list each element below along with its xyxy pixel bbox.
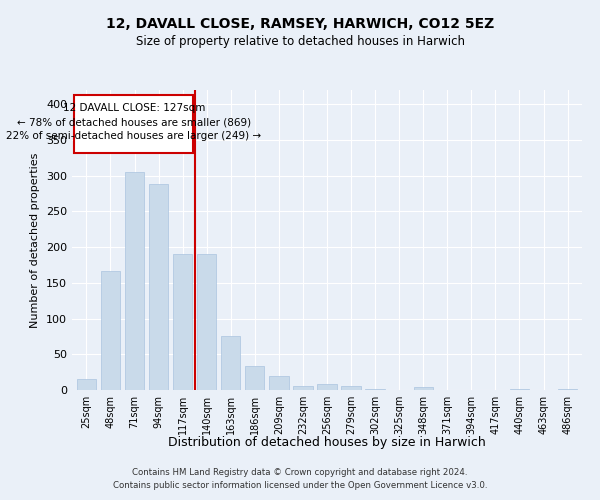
Text: Distribution of detached houses by size in Harwich: Distribution of detached houses by size … [168, 436, 486, 449]
Bar [245, 366, 265, 390]
Bar [74, 95, 193, 153]
Bar [293, 386, 313, 390]
Bar [101, 270, 120, 390]
Bar [341, 386, 361, 390]
Text: Size of property relative to detached houses in Harwich: Size of property relative to detached ho… [136, 35, 464, 48]
Bar [197, 254, 217, 390]
Bar [317, 384, 337, 390]
Text: Contains public sector information licensed under the Open Government Licence v3: Contains public sector information licen… [113, 482, 487, 490]
Y-axis label: Number of detached properties: Number of detached properties [31, 152, 40, 328]
Bar [221, 336, 241, 390]
Bar [173, 254, 192, 390]
Bar [125, 172, 144, 390]
Text: 22% of semi-detached houses are larger (249) →: 22% of semi-detached houses are larger (… [7, 130, 262, 140]
Bar [149, 184, 168, 390]
Bar [77, 380, 96, 390]
Bar [413, 387, 433, 390]
Text: ← 78% of detached houses are smaller (869): ← 78% of detached houses are smaller (86… [17, 117, 251, 127]
Text: 12 DAVALL CLOSE: 127sqm: 12 DAVALL CLOSE: 127sqm [63, 103, 205, 113]
Bar [269, 376, 289, 390]
Text: 12, DAVALL CLOSE, RAMSEY, HARWICH, CO12 5EZ: 12, DAVALL CLOSE, RAMSEY, HARWICH, CO12 … [106, 18, 494, 32]
Text: Contains HM Land Registry data © Crown copyright and database right 2024.: Contains HM Land Registry data © Crown c… [132, 468, 468, 477]
